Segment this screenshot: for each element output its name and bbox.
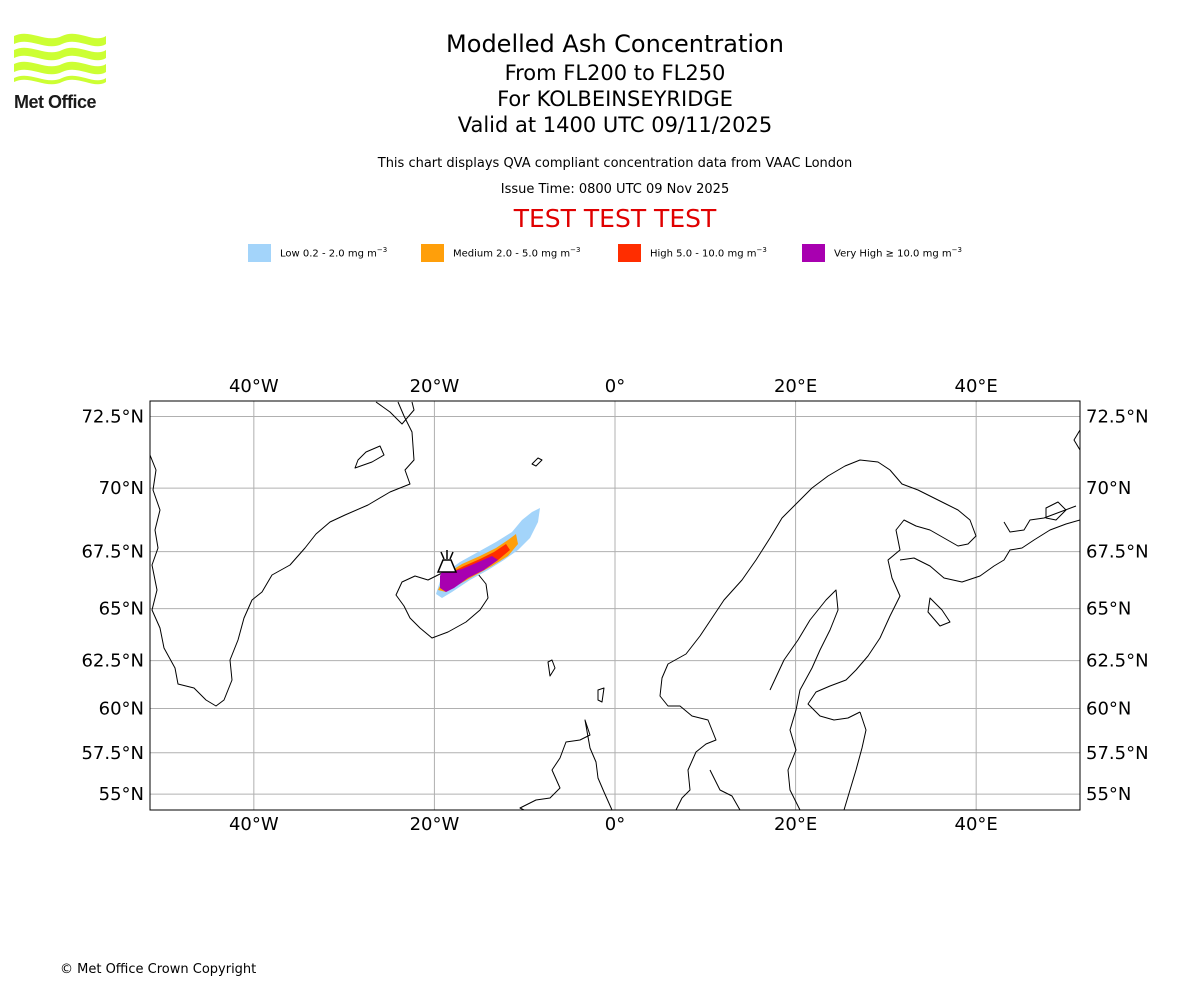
iceland-coast [395, 567, 489, 639]
lat-label-left: 72.5°N [81, 406, 144, 427]
lat-label-right: 72.5°N [1086, 406, 1149, 427]
lon-label-bottom: 40°W [229, 814, 279, 835]
lat-label-left: 62.5°N [81, 651, 144, 672]
legend-swatch-low [248, 244, 271, 262]
lat-label-right: 62.5°N [1086, 651, 1149, 672]
legend-item-medium: Medium 2.0 - 5.0 mg m−3 [421, 244, 580, 262]
lon-label-bottom: 20°E [774, 814, 817, 835]
scotland-coast [519, 687, 613, 810]
issue-time: Issue Time: 0800 UTC 09 Nov 2025 [500, 182, 730, 197]
legend-label-very-high: Very High ≥ 10.0 mg m [834, 248, 952, 260]
lat-label-left: 70°N [99, 478, 144, 499]
lon-label-top: 40°W [229, 376, 279, 397]
lon-label-bottom: 20°W [410, 814, 460, 835]
legend-swatch-high [618, 244, 641, 262]
ash-plume [436, 508, 540, 598]
logo-text: Met Office [14, 92, 97, 112]
lat-label-left: 60°N [99, 698, 144, 719]
lat-label-right: 70°N [1086, 478, 1131, 499]
coastlines [150, 401, 1080, 810]
lon-label-top: 20°W [410, 376, 460, 397]
lat-label-right: 65°N [1086, 599, 1131, 620]
lon-label-bottom: 40°E [955, 814, 998, 835]
lon-label-bottom: 0° [605, 814, 625, 835]
legend-label-high: High 5.0 - 10.0 mg m [650, 248, 757, 260]
met-office-logo: Met Office [14, 30, 110, 114]
legend-item-low: Low 0.2 - 2.0 mg m−3 [248, 244, 387, 262]
lat-label-left: 65°N [99, 599, 144, 620]
legend-label-medium: Medium 2.0 - 5.0 mg m [453, 248, 571, 260]
lat-label-right: 57.5°N [1086, 743, 1149, 764]
chart-title: Modelled Ash Concentration [446, 30, 784, 58]
legend-item-high: High 5.0 - 10.0 mg m−3 [618, 244, 767, 262]
lat-label-right: 60°N [1086, 698, 1131, 719]
lat-label-right: 55°N [1086, 784, 1131, 805]
greenland-coast [150, 401, 415, 707]
lon-label-top: 0° [605, 376, 625, 397]
title-block: Modelled Ash Concentration From FL200 to… [240, 28, 990, 234]
ash-layer-very-high [440, 556, 498, 592]
lat-label-right: 67.5°N [1086, 542, 1149, 563]
graticule [150, 401, 1080, 810]
map-frame [149, 400, 1081, 811]
valid-time: Valid at 1400 UTC 09/11/2025 [457, 113, 773, 137]
test-banner: TEST TEST TEST [513, 204, 717, 233]
location-name: For KOLBEINSEYRIDGE [497, 87, 733, 111]
flight-levels: From FL200 to FL250 [504, 61, 726, 85]
lon-label-top: 20°E [774, 376, 817, 397]
met-office-waves-icon [14, 33, 106, 85]
description: This chart displays QVA compliant concen… [377, 156, 853, 171]
legend-swatch-very-high [802, 244, 825, 262]
volcano-icon [436, 550, 458, 573]
lat-label-left: 67.5°N [81, 542, 144, 563]
axis-tick-labels: 40°W 40°W 20°W 20°W 0° 0° 20°E 20°E 40°E 40°E 72.5… [81, 376, 1148, 835]
lon-label-top: 40°E [955, 376, 998, 397]
gulf-of-bothnia [769, 589, 839, 810]
legend-item-very-high: Very High ≥ 10.0 mg m−3 [802, 244, 962, 262]
copyright: © Met Office Crown Copyright [60, 962, 257, 977]
legend-label-low: Low 0.2 - 2.0 mg m [280, 248, 377, 260]
lat-label-left: 55°N [99, 784, 144, 805]
legend-swatch-medium [421, 244, 444, 262]
lat-label-left: 57.5°N [81, 743, 144, 764]
scandinavia-coast [659, 459, 977, 810]
